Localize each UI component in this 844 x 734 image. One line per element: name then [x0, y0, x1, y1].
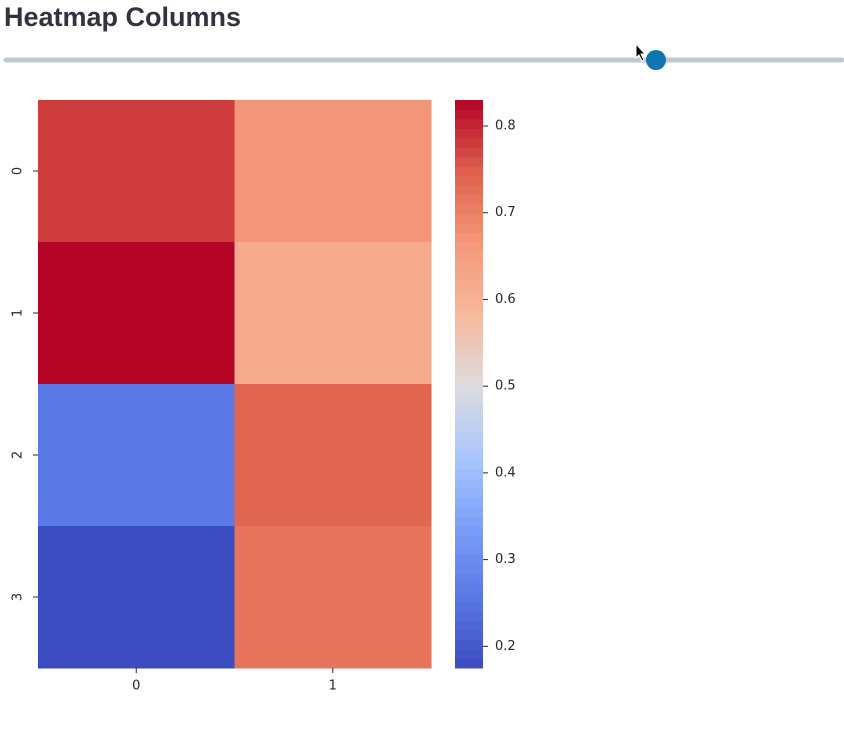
- heatmap-cell: [234, 100, 432, 243]
- colorbar-segment: [455, 431, 483, 442]
- colorbar-tick-label: 0.8: [495, 119, 516, 134]
- colorbar-segment: [455, 156, 483, 167]
- colorbar-segment: [455, 488, 483, 499]
- colorbar-tick-label: 0.5: [495, 379, 516, 394]
- colorbar-segment: [455, 365, 483, 376]
- colorbar-tick-label: 0.3: [495, 552, 516, 567]
- colorbar-segment: [455, 232, 483, 243]
- colorbar-segment: [455, 440, 483, 451]
- colorbar-segment: [455, 611, 483, 622]
- colorbar-segment: [455, 620, 483, 631]
- colorbar-segment: [455, 260, 483, 271]
- colorbar-segment: [455, 601, 483, 612]
- y-tick-label: 2: [11, 451, 26, 459]
- colorbar-segment: [455, 242, 483, 252]
- colorbar-segment: [455, 393, 483, 404]
- colorbar-segment: [455, 289, 483, 300]
- colorbar-tick-label: 0.7: [495, 205, 516, 220]
- colorbar-segment: [455, 402, 483, 413]
- colorbar-segment: [455, 317, 483, 328]
- colorbar-segment: [455, 478, 483, 489]
- colorbar-segment: [455, 279, 483, 290]
- colorbar-tick-label: 0.6: [495, 292, 516, 307]
- colorbar-segment: [455, 166, 483, 177]
- slider[interactable]: [0, 0, 844, 80]
- x-tick-label: 0: [132, 679, 140, 694]
- colorbar-segment: [455, 185, 483, 196]
- colorbar-segment: [455, 137, 483, 148]
- x-tick-label: 1: [329, 679, 337, 694]
- heatmap-cell: [234, 242, 432, 385]
- colorbar-segment: [455, 563, 483, 574]
- heatmap-cell: [38, 242, 235, 385]
- colorbar-segment: [455, 128, 483, 139]
- colorbar-segment: [455, 459, 483, 470]
- colorbar-segment: [455, 251, 483, 262]
- colorbar-segment: [455, 526, 483, 536]
- colorbar-tick-label: 0.4: [495, 465, 516, 480]
- colorbar-segment: [455, 118, 483, 129]
- heatmap-cell: [38, 100, 235, 243]
- colorbar-segment: [455, 630, 483, 641]
- colorbar-segment: [455, 649, 483, 660]
- cursor: [635, 42, 647, 62]
- colorbar-segment: [455, 336, 483, 347]
- colorbar-segment: [455, 412, 483, 423]
- colorbar-tick-label: 0.2: [495, 639, 516, 654]
- colorbar-segment: [455, 592, 483, 603]
- heatmap-cell: [38, 526, 235, 669]
- colorbar-segment: [455, 270, 483, 281]
- colorbar-segment: [455, 327, 483, 338]
- colorbar-segment: [455, 535, 483, 546]
- colorbar-segment: [455, 298, 483, 309]
- slider-thumb[interactable]: [646, 50, 666, 70]
- page-title: Heatmap Columns: [4, 2, 242, 32]
- colorbar-segment: [455, 355, 483, 366]
- colorbar-segment: [455, 639, 483, 650]
- colorbar-segment: [455, 223, 483, 234]
- colorbar-segment: [455, 421, 483, 432]
- colorbar-segment: [455, 213, 483, 224]
- colorbar-segment: [455, 554, 483, 565]
- colorbar-segment: [455, 658, 483, 669]
- colorbar-segment: [455, 374, 483, 385]
- colorbar-segment: [455, 469, 483, 480]
- colorbar-segment: [455, 346, 483, 357]
- heatmap-cell: [234, 384, 432, 527]
- heatmap-cell: [38, 384, 235, 527]
- colorbar-segment: [455, 175, 483, 186]
- colorbar-segment: [455, 204, 483, 215]
- colorbar-segment: [455, 582, 483, 593]
- colorbar-segment: [455, 100, 483, 110]
- colorbar-segment: [455, 194, 483, 205]
- colorbar-segment: [455, 450, 483, 461]
- y-tick-label: 0: [11, 167, 26, 175]
- colorbar-segment: [455, 109, 483, 120]
- y-tick-label: 3: [11, 593, 26, 601]
- colorbar-segment: [455, 147, 483, 158]
- colorbar-segment: [455, 573, 483, 584]
- colorbar-segment: [455, 544, 483, 555]
- colorbar-segment: [455, 507, 483, 518]
- colorbar-segment: [455, 497, 483, 508]
- heatmap-cell: [234, 526, 432, 669]
- colorbar-segment: [455, 308, 483, 319]
- y-tick-label: 1: [11, 309, 26, 317]
- colorbar-segment: [455, 384, 483, 394]
- colorbar-segment: [455, 516, 483, 527]
